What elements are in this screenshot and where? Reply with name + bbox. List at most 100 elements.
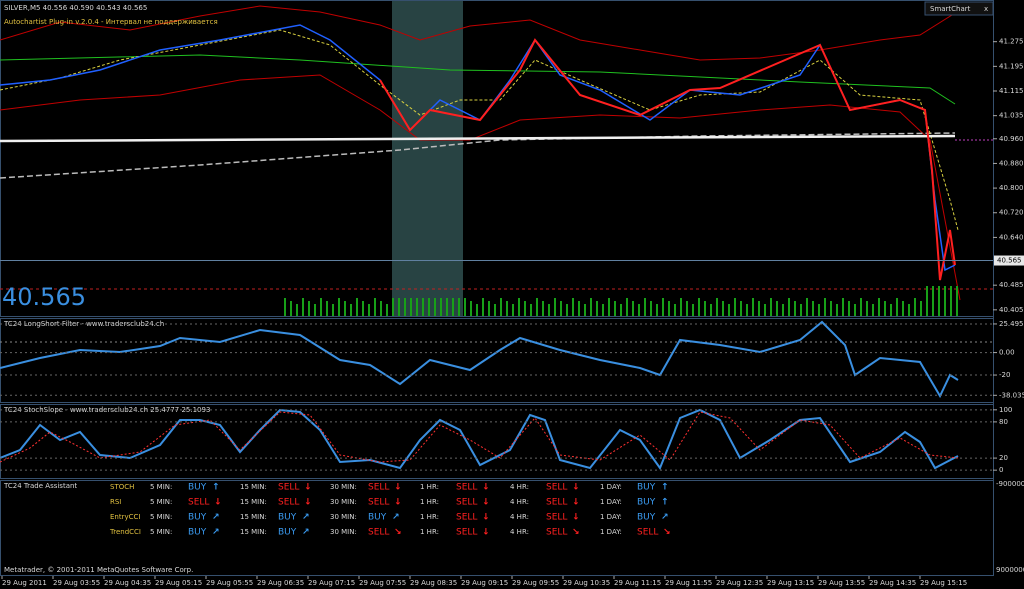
signal: BUY bbox=[637, 513, 656, 523]
signal-arrow: ↑ bbox=[212, 483, 220, 493]
volume-bar bbox=[350, 304, 352, 316]
smartchart-label[interactable]: SmartChart bbox=[930, 5, 971, 13]
y-tick-label: 41.035 bbox=[999, 112, 1024, 120]
volume-bar bbox=[662, 298, 664, 316]
signal: SELL bbox=[278, 498, 299, 508]
volume-bar bbox=[428, 298, 430, 316]
y-tick-label: 100 bbox=[999, 406, 1012, 414]
symbol-info: SILVER,M5 40.556 40.590 40.543 40.565 bbox=[4, 4, 147, 12]
volume-bar bbox=[896, 298, 898, 316]
signal: SELL bbox=[368, 483, 389, 493]
timeframe-label: 5 MIN: bbox=[150, 513, 172, 521]
x-tick-label: 29 Aug 14:35 bbox=[869, 579, 916, 587]
volume-bar bbox=[860, 298, 862, 316]
x-tick-label: 29 Aug 12:35 bbox=[716, 579, 763, 587]
smartchart-box[interactable] bbox=[924, 1, 994, 16]
volume-bar bbox=[518, 298, 520, 316]
x-tick-label: 29 Aug 11:55 bbox=[665, 579, 712, 587]
volume-bar bbox=[362, 301, 364, 316]
volume-bar bbox=[284, 298, 286, 316]
x-tick-label: 29 Aug 03:55 bbox=[53, 579, 100, 587]
signal: SELL bbox=[188, 498, 209, 508]
y-tick-label: 40.720 bbox=[999, 209, 1024, 217]
signal: SELL bbox=[546, 513, 567, 523]
volume-bar bbox=[926, 286, 928, 316]
timeframe-label: 1 DAY: bbox=[600, 513, 622, 521]
y-tick-label: 20 bbox=[999, 454, 1008, 462]
current-price: 40.565 bbox=[2, 283, 86, 311]
volume-bar bbox=[590, 298, 592, 316]
signal-arrow: ↘ bbox=[394, 528, 402, 538]
volume-bar bbox=[326, 301, 328, 316]
signal-arrow: ↓ bbox=[394, 498, 402, 508]
close-button[interactable]: x bbox=[984, 5, 988, 13]
volume-bar bbox=[530, 304, 532, 316]
volume-bar bbox=[542, 301, 544, 316]
timeframe-label: 4 HR: bbox=[510, 498, 529, 506]
volume-bar bbox=[842, 298, 844, 316]
volume-bar bbox=[632, 301, 634, 316]
volume-bar bbox=[344, 301, 346, 316]
volume-bar bbox=[884, 301, 886, 316]
signal-arrow: ↗ bbox=[212, 513, 220, 523]
signal: SELL bbox=[456, 513, 477, 523]
volume-bar bbox=[890, 304, 892, 316]
timeframe-label: 15 MIN: bbox=[240, 528, 267, 536]
volume-bar bbox=[392, 298, 394, 316]
volume-bar bbox=[290, 301, 292, 316]
longshort-line bbox=[0, 320, 959, 399]
signal-arrow: ↓ bbox=[394, 483, 402, 493]
signal: SELL bbox=[278, 483, 299, 493]
volume-bar bbox=[332, 304, 334, 316]
x-tick-label: 29 Aug 08:35 bbox=[410, 579, 457, 587]
x-tick-label: 29 Aug 07:15 bbox=[308, 579, 355, 587]
volume-bar bbox=[566, 304, 568, 316]
timeframe-label: 5 MIN: bbox=[150, 483, 172, 491]
volume-bar bbox=[584, 304, 586, 316]
y-tick-label: 40.880 bbox=[999, 159, 1024, 167]
signal: SELL bbox=[368, 498, 389, 508]
timeframe-label: 30 MIN: bbox=[330, 483, 357, 491]
volume-bar bbox=[764, 304, 766, 316]
volume-bar bbox=[902, 301, 904, 316]
signal-arrow: ↗ bbox=[392, 513, 400, 523]
x-tick-label: 29 Aug 05:55 bbox=[206, 579, 253, 587]
x-tick-label: 29 Aug 2011 bbox=[2, 579, 47, 587]
volume-bar bbox=[770, 298, 772, 316]
volume-bar bbox=[800, 304, 802, 316]
signal: SELL bbox=[546, 498, 567, 508]
timeframe-label: 4 HR: bbox=[510, 483, 529, 491]
x-tick-label: 29 Aug 06:35 bbox=[257, 579, 304, 587]
signal-arrow: ↓ bbox=[482, 498, 490, 508]
bid-label: 40.565 bbox=[997, 257, 1022, 265]
volume-bar bbox=[620, 304, 622, 316]
volume-bar bbox=[296, 304, 298, 316]
volume-bar bbox=[806, 298, 808, 316]
volume-bar bbox=[302, 298, 304, 316]
volume-bar bbox=[614, 301, 616, 316]
volume-bar bbox=[602, 304, 604, 316]
green-ma bbox=[0, 54, 956, 105]
volume-bar bbox=[338, 298, 340, 316]
volume-bar bbox=[686, 301, 688, 316]
volume-bar bbox=[572, 298, 574, 316]
volume-bar bbox=[854, 304, 856, 316]
volume-bar bbox=[524, 301, 526, 316]
y-tick-label: 9000000 bbox=[996, 566, 1024, 574]
volume-bar bbox=[548, 304, 550, 316]
signal: BUY bbox=[637, 498, 656, 508]
volume-bar bbox=[836, 304, 838, 316]
volume-bar bbox=[422, 298, 424, 316]
volume-bar bbox=[920, 301, 922, 316]
volume-bar bbox=[758, 301, 760, 316]
signal: SELL bbox=[368, 528, 389, 538]
volume-bar bbox=[794, 301, 796, 316]
volume-bar bbox=[872, 304, 874, 316]
volume-bar bbox=[776, 301, 778, 316]
volume-bar bbox=[500, 298, 502, 316]
volume-bars bbox=[284, 286, 958, 316]
y-tick-label: 0.00 bbox=[999, 349, 1015, 357]
indicator-name: EntryCCI bbox=[110, 513, 140, 521]
signal-arrow: ↓ bbox=[304, 483, 312, 493]
timeframe-label: 30 MIN: bbox=[330, 498, 357, 506]
